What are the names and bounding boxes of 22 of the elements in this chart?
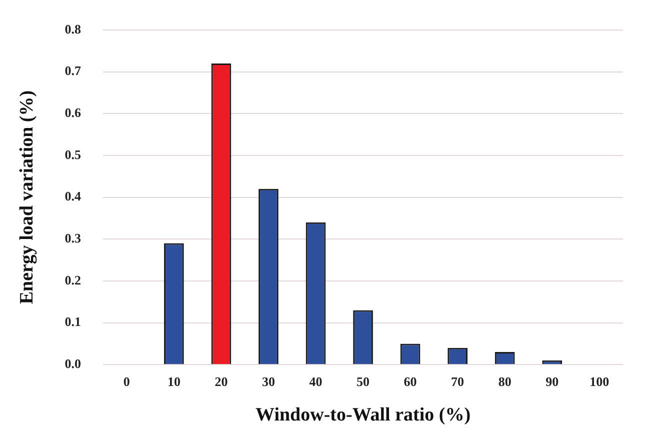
- y-tick-label: 0.3: [64, 230, 82, 246]
- y-tick-label: 0.0: [64, 356, 82, 371]
- y-tick-label: 0.6: [64, 105, 82, 120]
- y-tick-label: 0.4: [64, 188, 82, 204]
- x-tick-label: 100: [590, 374, 610, 389]
- y-axis-title: Energy load variation (%): [16, 90, 38, 304]
- x-tick-label: 40: [309, 374, 322, 389]
- x-tick-label: 70: [451, 374, 464, 389]
- y-tick-label: 0.2: [64, 272, 82, 288]
- x-tick-label: 20: [214, 374, 228, 389]
- x-tick-label: 50: [356, 374, 370, 389]
- x-tick-label: 80: [498, 374, 512, 389]
- x-axis-title: Window-to-Wall ratio (%): [256, 404, 471, 426]
- x-tick-label: 90: [546, 374, 559, 389]
- y-tick-label: 0.1: [64, 314, 82, 330]
- x-tick-label: 0: [123, 374, 130, 389]
- x-tick-label: 60: [404, 374, 417, 389]
- y-tick-label: 0.7: [64, 63, 82, 78]
- x-tick-label: 10: [167, 374, 180, 389]
- x-tick-label: 30: [262, 374, 275, 389]
- y-tick-label: 0.5: [64, 146, 82, 162]
- y-tick-label: 0.8: [64, 21, 82, 36]
